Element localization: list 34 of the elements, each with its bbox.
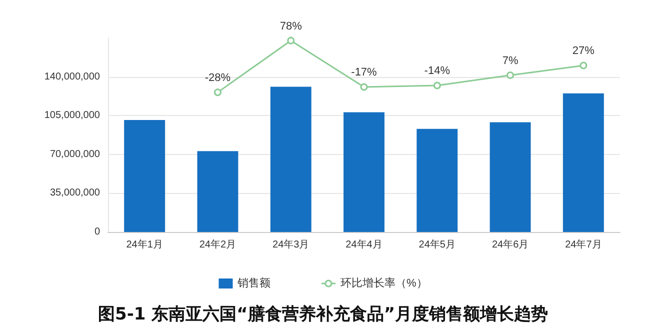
- bar: [416, 128, 458, 232]
- point: [580, 62, 588, 70]
- y-tick-label: 0: [94, 226, 100, 238]
- y-tick-label: 140,000,000: [44, 71, 100, 82]
- x-tick-label: 24年1月: [126, 238, 163, 250]
- y-tick-label: 70,000,000: [50, 148, 100, 160]
- bar: [124, 120, 166, 232]
- x-tick-label: 24年6月: [492, 238, 529, 250]
- point: [287, 36, 295, 44]
- bar: [270, 86, 312, 232]
- text: 图5-1 东南亚六国“膳食营养补充食品”月度销售额增长趋势: [98, 304, 548, 324]
- bar: [197, 151, 238, 232]
- bar: [490, 122, 531, 232]
- data-label: 78%: [280, 20, 302, 32]
- point: [506, 71, 514, 79]
- bar: [562, 93, 604, 232]
- legend-label: 环比增长率（%）: [340, 276, 428, 290]
- bar: [344, 112, 384, 232]
- data-label: 27%: [572, 45, 595, 58]
- point: [214, 88, 222, 96]
- x-tick-label: 24年4月: [346, 238, 382, 250]
- point: [433, 82, 441, 90]
- data-label: -17%: [351, 66, 378, 79]
- y-tick-label: 105,000,000: [44, 110, 100, 122]
- x-tick-label: 24年5月: [418, 238, 456, 250]
- data-label: -28%: [204, 72, 231, 84]
- data-label: -14%: [424, 65, 450, 78]
- legend-label: 销售额: [236, 276, 271, 290]
- x-tick-label: 24年2月: [199, 238, 236, 250]
- y-tick-label: 35,000,000: [50, 188, 100, 199]
- x-tick-label: 24年3月: [272, 238, 310, 250]
- point: [360, 83, 368, 91]
- x-tick-label: 24年7月: [565, 238, 602, 250]
- data-label: 7%: [502, 54, 518, 67]
